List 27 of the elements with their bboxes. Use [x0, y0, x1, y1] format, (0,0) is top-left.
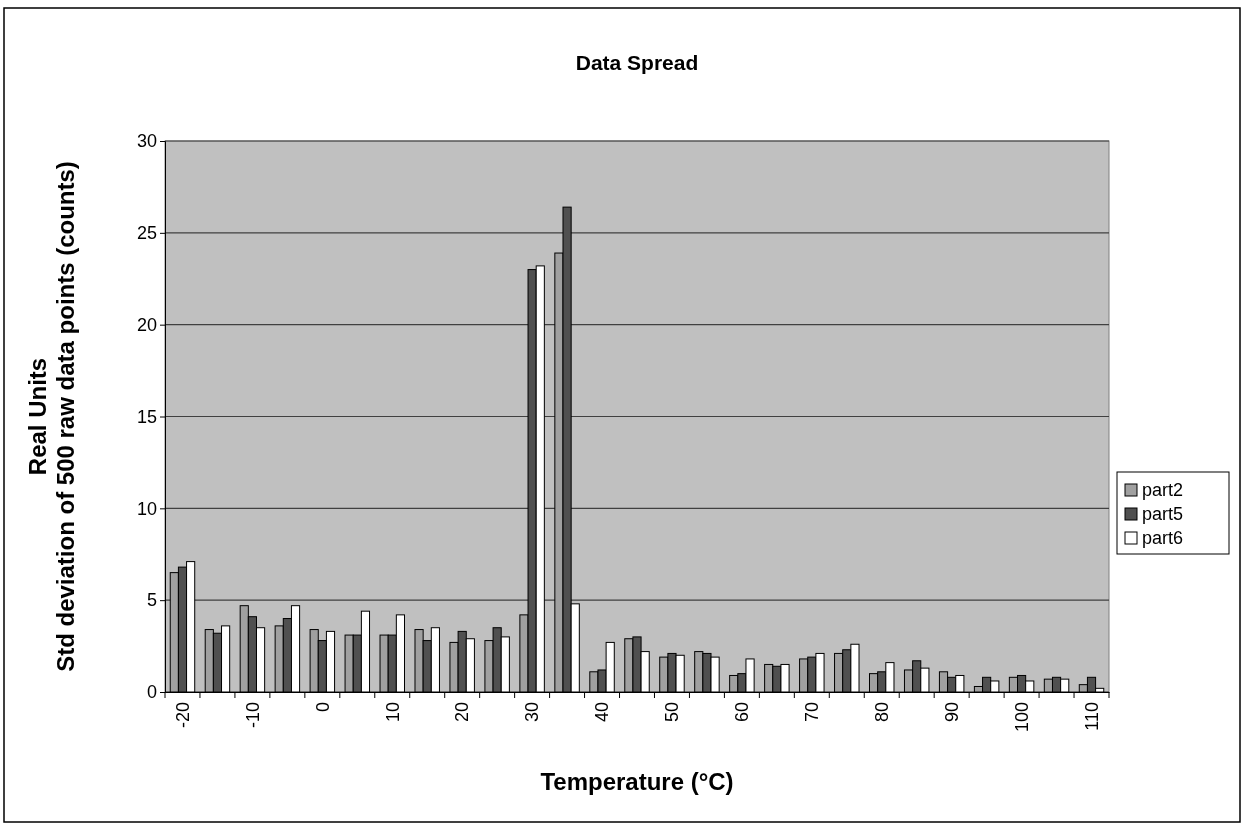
- x-tick-label: 40: [592, 702, 613, 723]
- x-tick-label: 0: [312, 702, 333, 713]
- x-tick-label: 60: [732, 702, 753, 723]
- y-tick-label: 10: [136, 498, 157, 519]
- y-tick-label: 20: [136, 314, 157, 335]
- x-tick-label: 30: [522, 702, 543, 723]
- legend-label: part5: [1142, 504, 1184, 524]
- y-tick-label: 25: [136, 223, 157, 244]
- y-tick-label: 30: [136, 131, 157, 152]
- x-tick-label: 50: [662, 702, 683, 723]
- x-tick-label: 110: [1081, 702, 1102, 731]
- x-tick-label: 90: [941, 702, 962, 723]
- y-tick-label: 15: [136, 406, 157, 427]
- legend-label: part2: [1142, 480, 1184, 500]
- y-tick-label: 0: [146, 682, 157, 703]
- y-tick-label: 5: [146, 590, 157, 611]
- x-tick-label: 100: [1011, 702, 1032, 733]
- x-tick-label: 20: [452, 702, 473, 723]
- x-tick-label: 70: [802, 702, 823, 723]
- chart-title: Data Spread: [575, 51, 699, 74]
- x-axis-title: Temperature (°C): [540, 768, 734, 795]
- x-tick-label: -20: [172, 702, 193, 729]
- legend-label: part6: [1142, 528, 1184, 548]
- x-tick-label: 80: [872, 702, 893, 723]
- y-axis-title: Real Units Std deviation of 500 raw data points (counts): [24, 161, 79, 672]
- x-tick-label: -10: [242, 702, 263, 729]
- x-tick-label: 10: [382, 702, 403, 723]
